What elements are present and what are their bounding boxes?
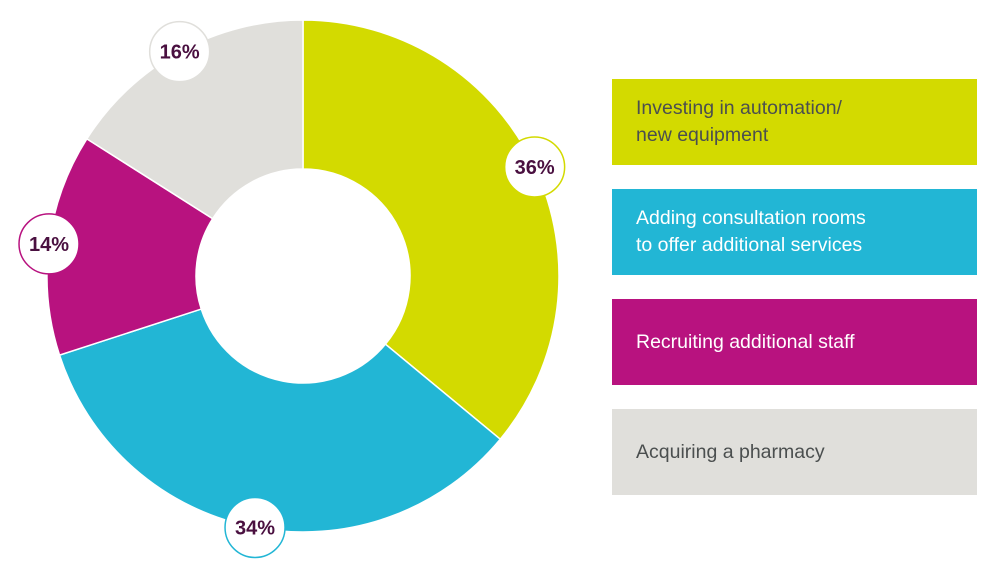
slice-adding-consultation-rooms-to-offer-additional-services: [58, 308, 502, 533]
percentage-labels: 36% 34% 14% 16%: [18, 20, 566, 559]
legend-item-recruiting-additional-staff: Recruiting additional staff: [612, 299, 977, 385]
percentage-text: 14%: [29, 234, 69, 256]
percentage-label-adding-consultation-rooms-to-offer-additional-services: 34%: [224, 496, 286, 559]
percentage-text: 16%: [160, 42, 200, 64]
legend-label: Adding consultation rooms to offer addit…: [636, 207, 866, 256]
percentage-label-acquiring-a-pharmacy: 16%: [148, 20, 211, 83]
legend-item-adding-consultation-rooms-to-offer-additional-services: Adding consultation rooms to offer addit…: [612, 189, 977, 275]
slice-acquiring-a-pharmacy: [85, 19, 304, 220]
legend: Investing in automation/ new equipment Ad…: [612, 79, 977, 519]
donut-slices: [46, 19, 560, 533]
legend-item-acquiring-a-pharmacy: Acquiring a pharmacy: [612, 409, 977, 495]
legend-item-investing-in-automation-new-equipment: Investing in automation/ new equipment: [612, 79, 977, 165]
percentage-label-recruiting-additional-staff: 14%: [18, 213, 80, 275]
slice-investing-in-automation-new-equipment: [302, 19, 560, 441]
legend-label: Investing in automation/ new equipment: [636, 97, 842, 146]
percentage-text: 36%: [515, 157, 555, 179]
label-bubble: [18, 213, 80, 275]
legend-label: Recruiting additional staff: [636, 330, 855, 353]
label-bubble: [224, 496, 286, 559]
label-bubble: [148, 20, 211, 83]
percentage-label-investing-in-automation-new-equipment: 36%: [503, 136, 566, 198]
percentage-text: 34%: [235, 517, 275, 539]
label-bubble: [503, 136, 566, 198]
legend-label: Acquiring a pharmacy: [636, 440, 825, 463]
